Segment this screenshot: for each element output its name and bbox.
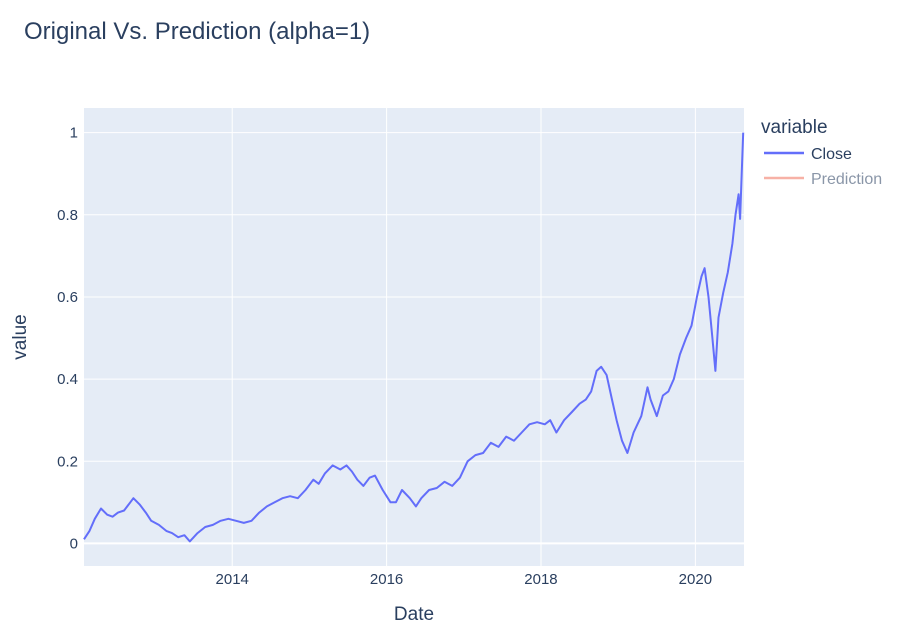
legend-item-prediction[interactable]: Prediction [764, 171, 882, 188]
legend-label: Close [811, 146, 852, 163]
x-tick-label: 2020 [679, 571, 712, 588]
y-tick-label: 0.6 [57, 289, 78, 306]
y-tick-label: 0.4 [57, 371, 78, 388]
y-tick-label: 0.8 [57, 207, 78, 224]
y-tick-label: 1 [70, 125, 78, 142]
y-tick-label: 0.2 [57, 453, 78, 470]
x-axis-title: Date [394, 604, 434, 625]
x-tick-label: 2016 [370, 571, 403, 588]
x-tick-label: 2014 [216, 571, 249, 588]
gridlines [84, 108, 744, 566]
legend-item-close[interactable]: Close [764, 146, 852, 163]
chart-title: Original Vs. Prediction (alpha=1) [24, 18, 371, 45]
tick-labels: 0 0.2 0.4 0.6 0.8 1 2014 2016 2018 2020 [57, 125, 712, 588]
legend[interactable]: variable Close Prediction [761, 117, 882, 188]
legend-label: Prediction [811, 171, 882, 188]
x-tick-label: 2018 [524, 571, 557, 588]
series-line-close [83, 132, 745, 543]
y-tick-label: 0 [70, 535, 78, 552]
y-axis-title: value [10, 314, 31, 359]
plot-background[interactable] [84, 108, 744, 566]
series-layer [83, 132, 745, 543]
legend-title: variable [761, 117, 828, 138]
